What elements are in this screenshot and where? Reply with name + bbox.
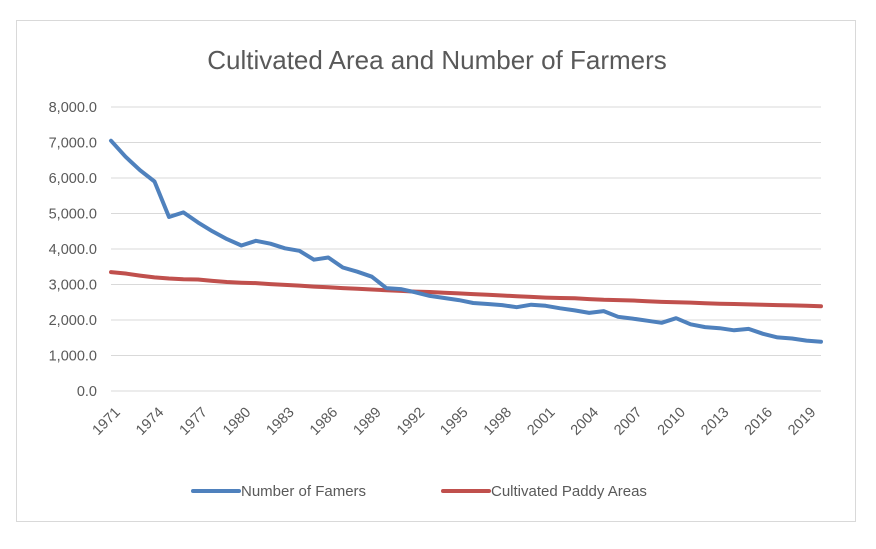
series-lines [109,138,823,344]
chart-frame: Cultivated Area and Number of Farmers 0.… [16,20,856,522]
x-tick-label: 1971 [90,405,124,439]
series-line-number-of-famers [109,138,823,344]
x-tick-label: 2004 [568,405,602,439]
x-tick-label: 2010 [655,405,689,439]
x-tick-label: 1998 [481,405,515,439]
x-tick-label: 2019 [785,405,819,439]
y-tick-label: 7,000.0 [49,136,97,152]
y-tick-label: 0.0 [77,384,97,400]
x-tick-label: 2007 [611,405,645,439]
gridlines [111,106,821,392]
chart-title: Cultivated Area and Number of Farmers [207,45,667,75]
x-tick-label: 1974 [133,405,167,439]
x-tick-label: 1992 [394,405,428,439]
series-line-cultivated-paddy-areas [109,270,823,309]
x-tick-label: 1983 [264,405,298,439]
y-tick-label: 8,000.0 [49,100,97,116]
y-tick-label: 2,000.0 [49,313,97,329]
y-tick-label: 4,000.0 [49,242,97,258]
y-axis: 0.0 1,000.0 2,000.0 3,000.0 4,000.0 5,000.0 6,… [49,100,97,400]
y-tick-label: 6,000.0 [49,171,97,187]
x-tick-label: 1995 [437,405,471,439]
x-tick-label: 2001 [524,405,558,439]
legend: Number of Famers Cultivated Paddy Areas [191,483,647,500]
x-tick-label: 1989 [351,405,385,439]
x-tick-label: 2016 [742,405,776,439]
x-tick-label: 1977 [177,405,211,439]
y-tick-label: 5,000.0 [49,207,97,223]
line-chart: Cultivated Area and Number of Farmers 0.… [49,45,823,500]
y-tick-label: 1,000.0 [49,349,97,365]
legend-label: Cultivated Paddy Areas [491,483,647,500]
x-tick-label: 1980 [220,405,254,439]
x-tick-label: 1986 [307,405,341,439]
y-tick-label: 3,000.0 [49,278,97,294]
x-axis: 1971 1974 1977 1980 1983 1986 1989 1992 1995 1998… [90,405,820,439]
legend-label: Number of Famers [241,483,366,500]
x-tick-label: 2013 [698,405,732,439]
